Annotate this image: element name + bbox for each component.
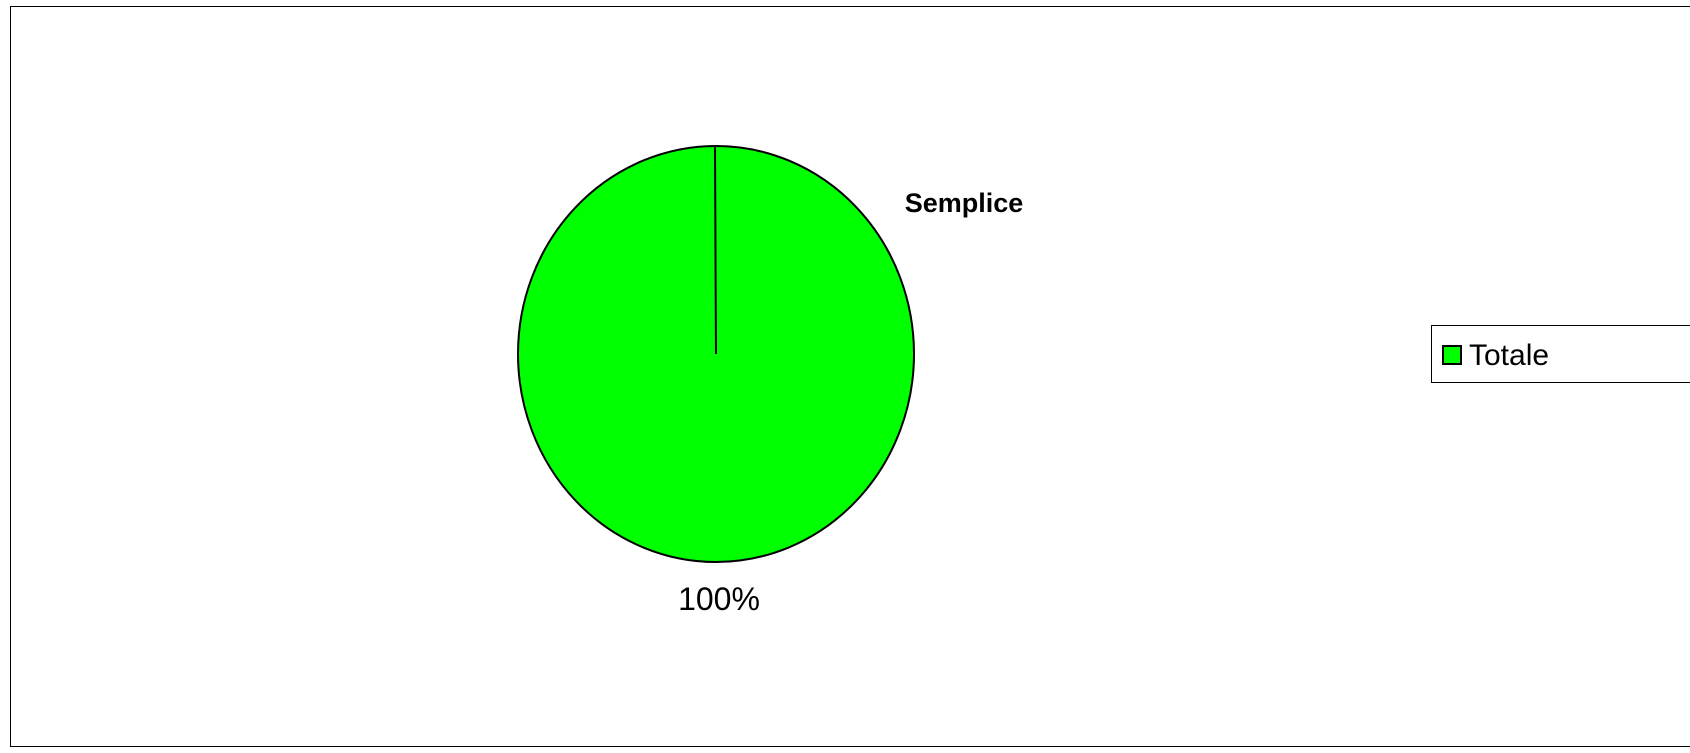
pie-slices bbox=[517, 145, 915, 563]
legend-swatch bbox=[1442, 345, 1462, 365]
legend-box bbox=[1431, 325, 1690, 383]
data-label: 100% bbox=[678, 581, 760, 617]
legend: Totale bbox=[1431, 325, 1690, 383]
category-label: Semplice bbox=[905, 188, 1024, 218]
slice-seam bbox=[714, 145, 717, 355]
legend-label: Totale bbox=[1469, 339, 1549, 372]
